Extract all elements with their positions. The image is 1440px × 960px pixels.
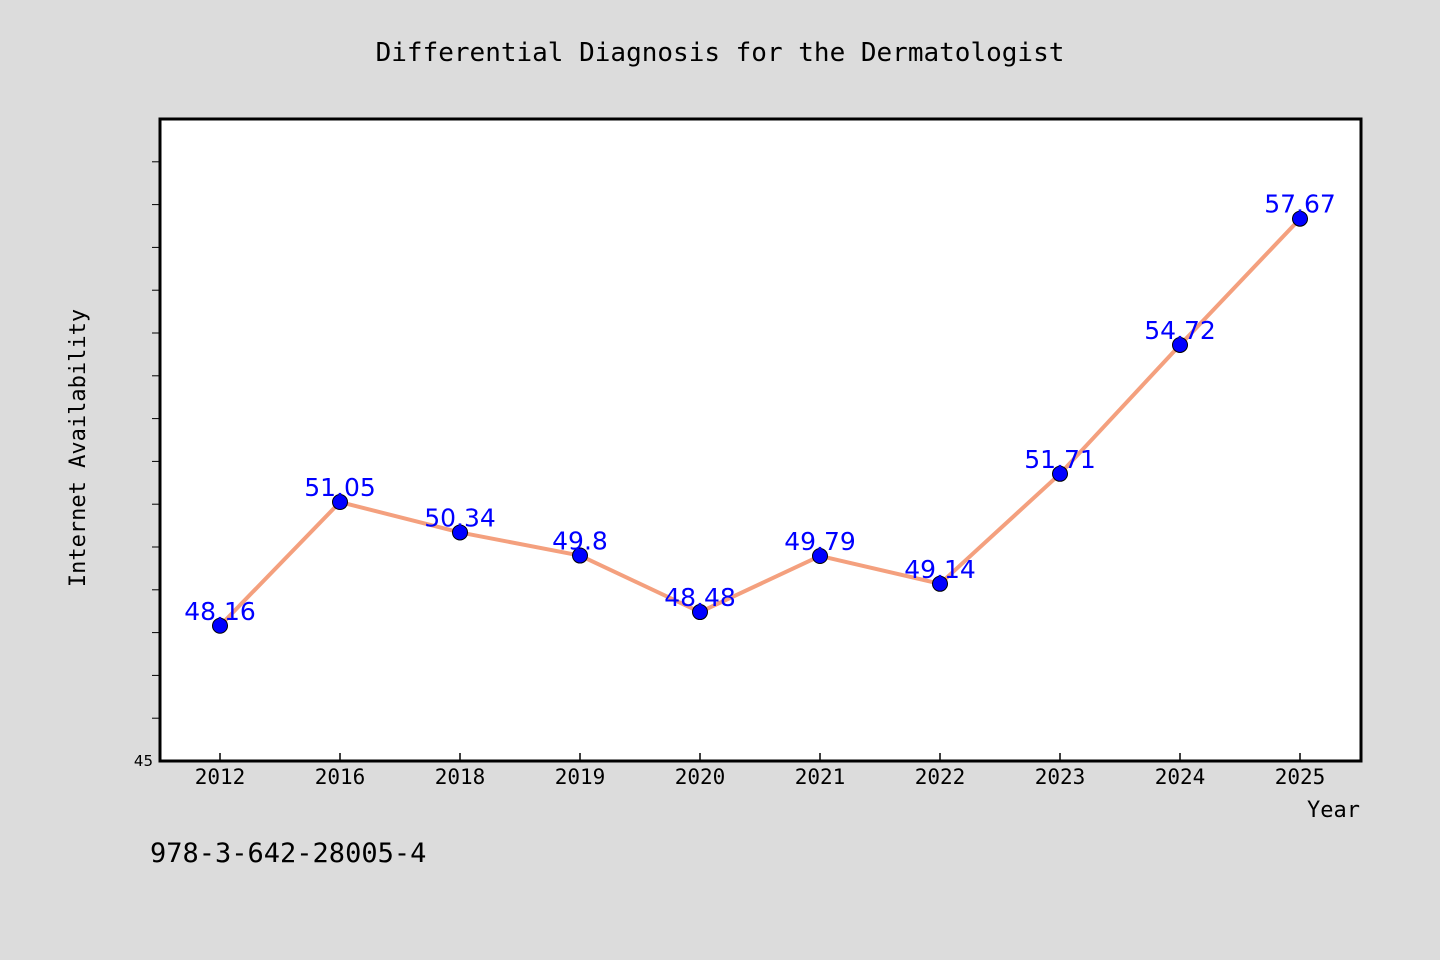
data-label: 57.67 xyxy=(1264,190,1336,219)
x-axis-label: Year xyxy=(1307,798,1360,823)
x-tick-label: 2018 xyxy=(435,765,486,789)
x-tick-label: 2022 xyxy=(915,765,966,789)
x-tick-label: 2012 xyxy=(195,765,246,789)
x-tick-label: 2023 xyxy=(1035,765,1086,789)
y-tick-label: 45 xyxy=(134,752,153,770)
data-label: 49.8 xyxy=(552,527,608,556)
footnote: 978-3-642-28005-4 xyxy=(150,838,426,869)
data-label: 49.14 xyxy=(904,555,976,584)
data-point xyxy=(572,547,588,564)
x-tick-label: 2019 xyxy=(555,765,606,789)
y-axis-ticks xyxy=(152,161,160,719)
data-point xyxy=(1172,336,1188,353)
data-point xyxy=(932,575,948,592)
data-label: 50.34 xyxy=(424,503,496,532)
data-label: 48.48 xyxy=(664,583,736,612)
x-tick-label: 2024 xyxy=(1155,765,1206,789)
data-label: 48.16 xyxy=(184,597,256,626)
data-point xyxy=(332,494,348,511)
x-tick-label: 2025 xyxy=(1275,765,1326,789)
data-label: 54.72 xyxy=(1144,316,1216,345)
x-tick-label: 2021 xyxy=(795,765,846,789)
data-label: 49.79 xyxy=(784,527,856,556)
data-point xyxy=(452,524,468,541)
series-line xyxy=(218,216,1302,628)
x-tick-label: 2020 xyxy=(675,765,726,789)
plot-area xyxy=(158,117,1363,763)
data-point xyxy=(1052,465,1068,482)
data-label: 51.71 xyxy=(1024,445,1096,474)
x-axis-ticks: 2012 2016 2018 2019 2020 2021 2022 2023 2024 2025 xyxy=(195,753,1326,789)
y-axis-label: Internet Availability xyxy=(66,309,91,587)
data-point xyxy=(212,617,228,634)
series-group: 48.16 51.05 50.34 49.8 48.48 49.79 49.14 51.71 5… xyxy=(184,190,1336,634)
data-point xyxy=(1292,210,1308,227)
data-point xyxy=(812,547,828,564)
x-tick-label: 2016 xyxy=(315,765,366,789)
data-label: 51.05 xyxy=(304,473,376,502)
chart-title: Differential Diagnosis for the Dermatolo… xyxy=(376,38,1065,68)
data-point xyxy=(692,604,708,621)
